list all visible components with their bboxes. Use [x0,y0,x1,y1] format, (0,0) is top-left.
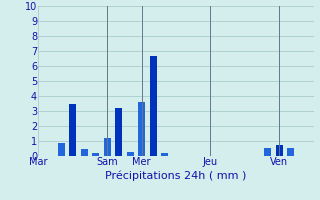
Bar [58,142,65,156]
Bar [81,149,88,156]
Bar [104,138,111,156]
Bar [150,55,156,156]
Bar [127,152,133,156]
Bar [138,102,145,156]
X-axis label: Précipitations 24h ( mm ): Précipitations 24h ( mm ) [105,170,247,181]
Bar [287,148,294,156]
Bar [264,148,271,156]
Bar [69,104,76,156]
Bar [161,153,168,156]
Bar [92,153,99,156]
Bar [276,145,283,156]
Bar [115,108,122,156]
